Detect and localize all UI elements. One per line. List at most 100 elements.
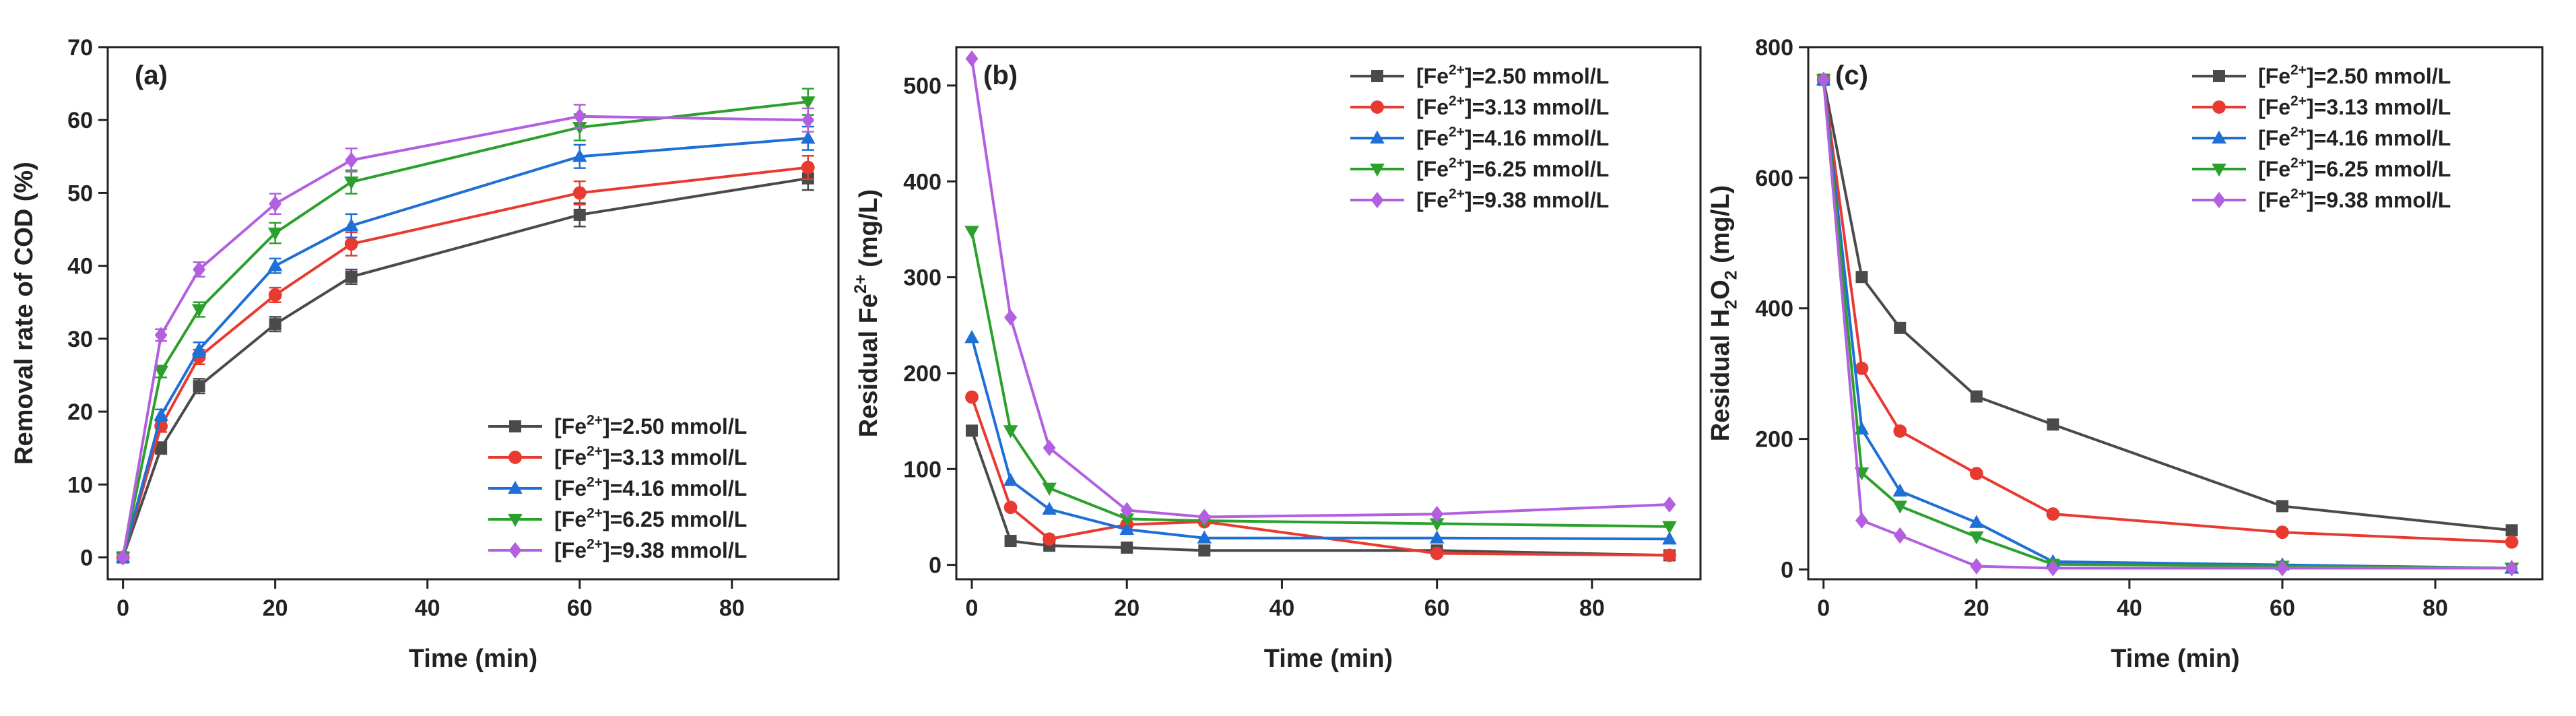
legend-marker — [508, 451, 522, 464]
data-point — [1042, 501, 1057, 515]
legend-label: [Fe2+]=4.16 mmol/L — [2258, 125, 2451, 150]
series-5 — [1817, 71, 2519, 577]
data-point — [2047, 418, 2059, 431]
legend-marker — [508, 542, 522, 559]
legend-marker — [1370, 130, 1385, 144]
y-axis-title: Residual Fe2+ (mg/L) — [851, 189, 883, 437]
data-point — [801, 112, 815, 129]
legend-marker — [2212, 100, 2226, 114]
panel-label: (c) — [1835, 61, 1868, 90]
series-3 — [115, 125, 816, 563]
series-1 — [117, 166, 814, 564]
y-axis-title: Residual H2O2 (mg/L) — [1707, 185, 1740, 441]
y-tick-label: 0 — [80, 546, 93, 571]
legend: [Fe2+]=2.50 mmol/L [Fe2+]=3.13 mmol/L [Fe2… — [488, 413, 747, 562]
data-point — [344, 237, 358, 251]
legend-label: [Fe2+]=2.50 mmol/L — [2258, 63, 2451, 88]
x-axis-title: Time (min) — [1264, 645, 1393, 673]
y-tick-label: 400 — [903, 169, 942, 195]
y-tick-label: 600 — [1755, 166, 1793, 191]
legend: [Fe2+]=2.50 mmol/L [Fe2+]=3.13 mmol/L [Fe2… — [2192, 63, 2451, 212]
plot-frame — [1807, 46, 2544, 581]
x-tick-label: 0 — [1817, 595, 1830, 621]
legend-label: [Fe2+]=2.50 mmol/L — [1416, 63, 1609, 88]
data-point — [154, 327, 168, 344]
data-point — [2276, 560, 2289, 577]
data-point — [1042, 482, 1057, 496]
data-point — [1970, 390, 1983, 403]
legend-marker — [2212, 191, 2226, 209]
legend-label: [Fe2+]=9.38 mmol/L — [1416, 187, 1609, 212]
x-axis-title: Time (min) — [2111, 645, 2239, 673]
legend-label: [Fe2+]=2.50 mmol/L — [554, 413, 747, 438]
data-point — [1662, 521, 1677, 534]
series-line — [1822, 79, 2512, 570]
data-point — [573, 108, 587, 125]
data-point — [1969, 531, 1984, 545]
legend-marker — [1370, 100, 1384, 114]
series-1 — [1817, 73, 2518, 537]
legend-marker — [1371, 70, 1383, 82]
data-point — [965, 50, 979, 67]
data-point — [1892, 483, 1908, 497]
data-point — [1663, 548, 1676, 562]
data-point — [1003, 473, 1018, 486]
series-line — [1822, 79, 2512, 570]
data-point — [801, 160, 815, 174]
data-point — [1121, 542, 1133, 554]
series-5 — [117, 104, 815, 566]
data-point — [1119, 513, 1135, 527]
x-tick-label: 80 — [719, 595, 745, 621]
data-point — [1894, 321, 1907, 334]
y-tick-label: 70 — [67, 35, 93, 61]
x-tick-label: 40 — [1269, 595, 1295, 621]
data-point — [1120, 502, 1133, 519]
data-point — [267, 258, 283, 271]
y-tick-label: 30 — [67, 327, 93, 352]
series-1 — [966, 424, 1676, 562]
data-point — [1004, 309, 1018, 326]
data-point — [1855, 512, 1868, 529]
y-tick-label: 50 — [67, 181, 93, 206]
y-tick-label: 0 — [929, 553, 942, 579]
data-point — [1817, 71, 1830, 88]
x-tick-label: 60 — [1424, 595, 1450, 621]
data-point — [1003, 500, 1018, 515]
data-point — [2046, 507, 2060, 521]
data-point — [1430, 506, 1444, 523]
data-point — [1198, 544, 1211, 557]
data-point — [345, 152, 358, 168]
data-point — [345, 270, 358, 283]
legend-marker — [1370, 191, 1384, 209]
data-point — [1892, 500, 1908, 514]
y-tick-label: 400 — [1755, 296, 1793, 322]
legend: [Fe2+]=2.50 mmol/L [Fe2+]=3.13 mmol/L [Fe2… — [1350, 63, 1609, 212]
data-point — [1430, 546, 1444, 560]
data-point — [193, 261, 206, 278]
series-5 — [965, 50, 1676, 525]
legend-label: [Fe2+]=9.38 mmol/L — [2258, 187, 2451, 212]
panel-label: (b) — [983, 61, 1018, 90]
y-tick-label: 200 — [1755, 427, 1793, 453]
data-point — [1970, 558, 1983, 575]
data-point — [572, 186, 587, 200]
data-point — [2276, 500, 2288, 513]
data-point — [2046, 560, 2059, 577]
data-point — [154, 366, 168, 379]
data-point — [1197, 530, 1212, 544]
data-point — [966, 424, 979, 437]
data-point — [1197, 509, 1211, 525]
y-tick-label: 10 — [67, 472, 93, 498]
data-point — [343, 176, 359, 190]
plot-frame — [106, 46, 840, 581]
data-point — [154, 408, 168, 421]
series-2 — [116, 154, 815, 564]
y-tick-label: 300 — [903, 265, 942, 291]
legend-label: [Fe2+]=3.13 mmol/L — [554, 444, 747, 469]
data-point — [1969, 515, 1984, 528]
data-point — [267, 227, 283, 241]
x-tick-label: 80 — [1579, 595, 1605, 621]
y-tick-label: 40 — [67, 254, 93, 280]
legend-marker — [508, 513, 523, 527]
